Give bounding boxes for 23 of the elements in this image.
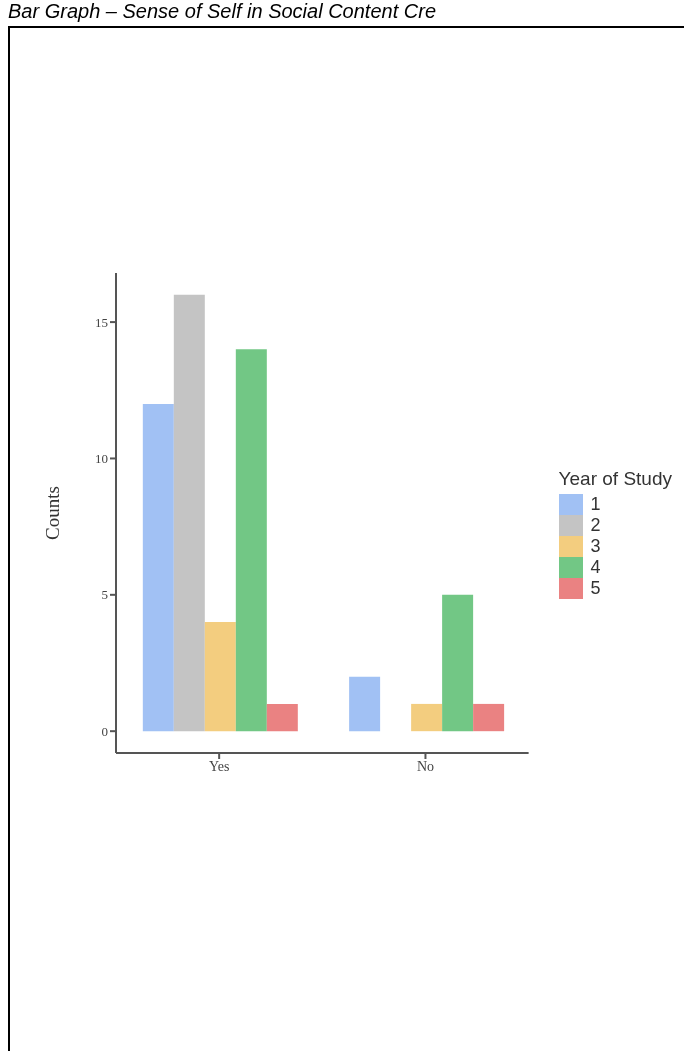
legend-label: 5 (590, 577, 601, 599)
x-tick-label: Yes (208, 758, 230, 774)
bar (473, 703, 505, 732)
bar (442, 594, 474, 732)
y-tick-label: 0 (101, 723, 108, 739)
x-tick-label: No (416, 758, 435, 774)
legend-title: Year of Study (558, 467, 672, 490)
bar (173, 294, 205, 732)
bar (204, 622, 236, 732)
bar (266, 703, 298, 732)
bar (142, 403, 174, 732)
bar (349, 676, 381, 732)
y-tick-label: 5 (101, 587, 108, 603)
y-axis-title: Counts (41, 486, 63, 540)
y-tick-label: 10 (95, 451, 108, 467)
chart-title: Bar Graph – Sense of Self in Social Content Cre (8, 0, 437, 23)
legend-label: 2 (590, 514, 601, 536)
bar (235, 349, 267, 732)
legend-label: 3 (590, 535, 601, 557)
bar (411, 703, 443, 732)
legend-label: 4 (590, 556, 601, 578)
legend-label: 1 (590, 493, 601, 515)
y-tick-label: 15 (95, 314, 108, 330)
